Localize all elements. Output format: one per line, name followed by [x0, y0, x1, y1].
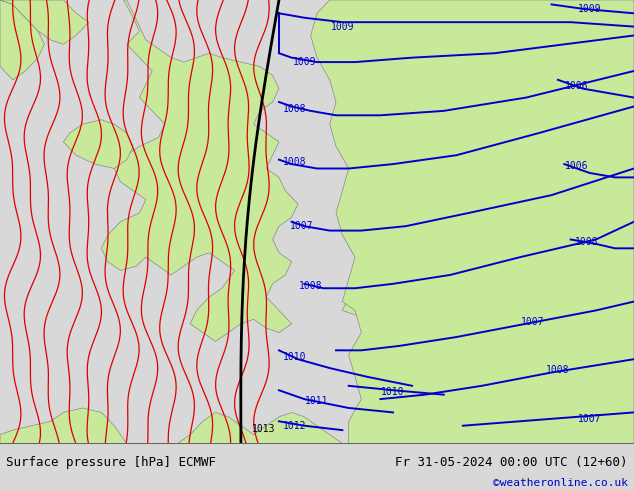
Polygon shape [63, 120, 133, 169]
Text: 1007: 1007 [289, 221, 313, 231]
Polygon shape [0, 0, 89, 44]
Text: 1008: 1008 [574, 237, 598, 246]
Text: 1012: 1012 [283, 421, 307, 431]
Polygon shape [342, 288, 431, 324]
Polygon shape [101, 0, 298, 342]
Text: 1006: 1006 [565, 161, 589, 172]
Text: Fr 31-05-2024 00:00 UTC (12+60): Fr 31-05-2024 00:00 UTC (12+60) [395, 457, 628, 469]
Text: 1006: 1006 [565, 81, 589, 92]
Text: 1010: 1010 [381, 388, 405, 397]
Polygon shape [127, 413, 342, 443]
Text: 1007: 1007 [578, 414, 602, 424]
Text: 1007: 1007 [521, 317, 545, 326]
Text: 1013: 1013 [251, 424, 275, 434]
Text: ©weatheronline.co.uk: ©weatheronline.co.uk [493, 478, 628, 488]
Text: Surface pressure [hPa] ECMWF: Surface pressure [hPa] ECMWF [6, 457, 216, 469]
Text: 1008: 1008 [299, 281, 323, 291]
Text: 1008: 1008 [283, 157, 307, 167]
Text: 1008: 1008 [283, 104, 307, 114]
Text: 1008: 1008 [546, 365, 570, 375]
Polygon shape [0, 408, 127, 443]
Polygon shape [311, 0, 634, 443]
Text: 1009: 1009 [330, 22, 354, 32]
Text: 1011: 1011 [305, 396, 329, 406]
Text: 1009: 1009 [578, 4, 602, 14]
Text: 1009: 1009 [292, 57, 316, 67]
Text: 1010: 1010 [283, 352, 307, 362]
Polygon shape [0, 0, 44, 80]
